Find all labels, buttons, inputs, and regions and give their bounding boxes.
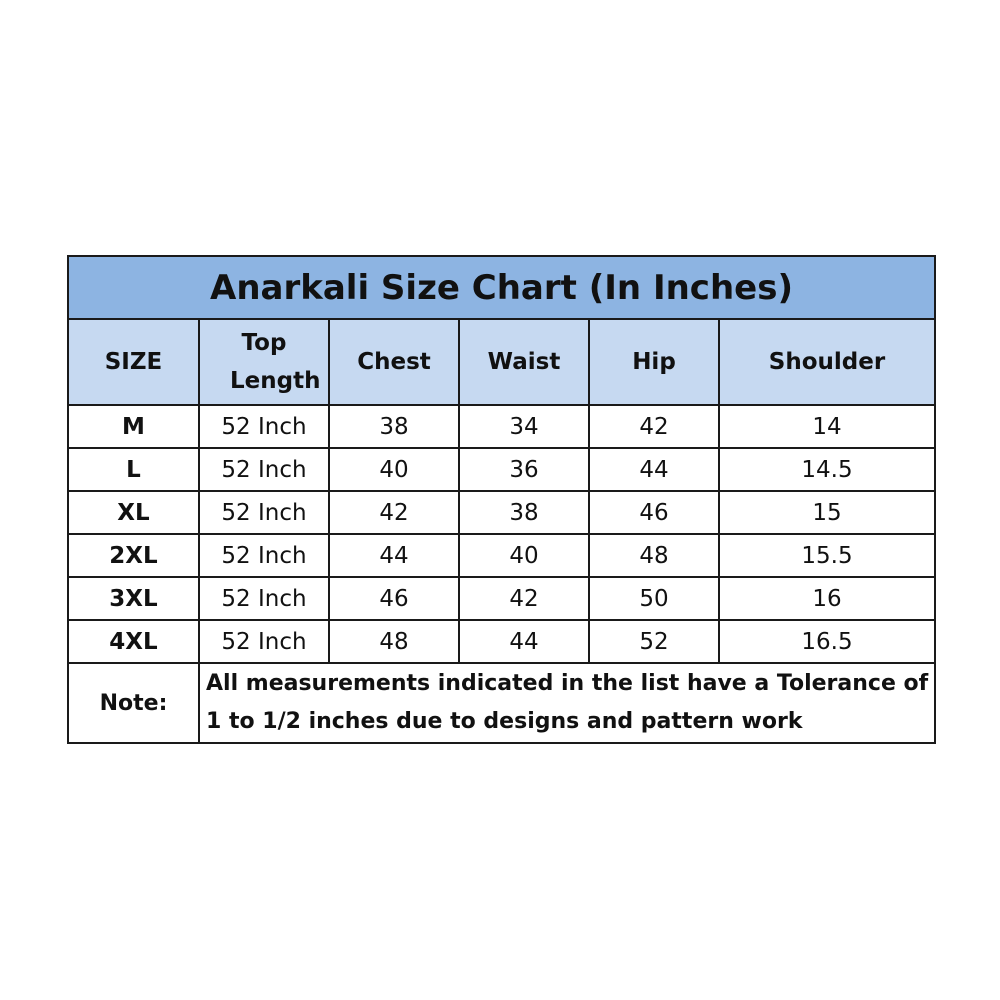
column-header: Waist [458,318,590,406]
table-row: M 52 Inch 38 34 42 14 [67,404,936,449]
measurement-cell: 50 [588,576,720,621]
measurement-cell: 14 [718,404,936,449]
table-row: 3XL 52 Inch 46 42 50 16 [67,576,936,621]
measurement-cell: 52 Inch [198,533,330,578]
note-text: All measurements indicated in the list h… [198,662,936,744]
column-header: SIZE [67,318,200,406]
measurement-cell: 36 [458,447,590,492]
measurement-cell: 52 Inch [198,490,330,535]
measurement-cell: 52 Inch [198,447,330,492]
size-cell: 2XL [67,533,200,578]
measurement-cell: 42 [458,576,590,621]
measurement-cell: 44 [458,619,590,664]
measurement-cell: 15 [718,490,936,535]
column-header: Chest [328,318,460,406]
column-header: Hip [588,318,720,406]
measurement-cell: 16 [718,576,936,621]
measurement-cell: 34 [458,404,590,449]
measurement-cell: 52 Inch [198,404,330,449]
measurement-cell: 44 [328,533,460,578]
measurement-cell: 48 [328,619,460,664]
size-cell: L [67,447,200,492]
measurement-cell: 52 [588,619,720,664]
measurement-cell: 16.5 [718,619,936,664]
measurement-cell: 38 [458,490,590,535]
column-header: Top Length [198,318,330,406]
size-chart-table: Anarkali Size Chart (In Inches) SIZE Top … [67,255,936,744]
measurement-cell: 44 [588,447,720,492]
measurement-cell: 40 [458,533,590,578]
measurement-cell: 15.5 [718,533,936,578]
measurement-cell: 14.5 [718,447,936,492]
header-row: SIZE Top Length Chest Waist Hip Shoulder [67,318,936,406]
size-cell: 3XL [67,576,200,621]
measurement-cell: 52 Inch [198,576,330,621]
table-row: 2XL 52 Inch 44 40 48 15.5 [67,533,936,578]
measurement-cell: 42 [588,404,720,449]
measurement-cell: 46 [588,490,720,535]
table-row: L 52 Inch 40 36 44 14.5 [67,447,936,492]
table-row: XL 52 Inch 42 38 46 15 [67,490,936,535]
measurement-cell: 52 Inch [198,619,330,664]
note-label: Note: [67,662,200,744]
note-row: Note: All measurements indicated in the … [67,662,936,744]
size-cell: M [67,404,200,449]
size-cell: 4XL [67,619,200,664]
measurement-cell: 38 [328,404,460,449]
measurement-cell: 46 [328,576,460,621]
measurement-cell: 40 [328,447,460,492]
measurement-cell: 48 [588,533,720,578]
size-cell: XL [67,490,200,535]
column-header: Shoulder [718,318,936,406]
chart-title: Anarkali Size Chart (In Inches) [67,255,936,320]
table-row: 4XL 52 Inch 48 44 52 16.5 [67,619,936,664]
measurement-cell: 42 [328,490,460,535]
